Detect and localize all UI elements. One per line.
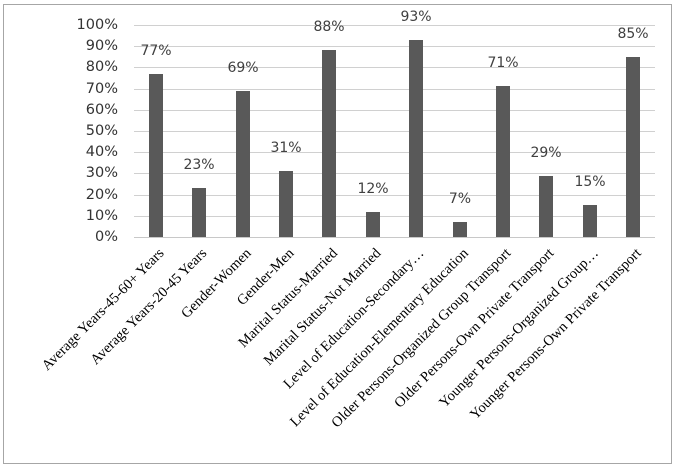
data-label: 93% — [400, 9, 432, 25]
y-tick-label: 20% — [85, 187, 118, 203]
y-tick-label: 60% — [85, 102, 118, 118]
y-tick-label: 50% — [85, 123, 118, 139]
gridline — [134, 110, 655, 111]
gridline — [134, 89, 655, 90]
data-label: 15% — [574, 174, 606, 190]
x-tick-label: Younger Persons-Organized Group… — [436, 245, 602, 411]
y-tick-label: 70% — [85, 81, 118, 97]
y-tick-label: 0% — [94, 229, 118, 245]
x-axis-line — [134, 237, 655, 238]
gridline — [134, 152, 655, 153]
gridline — [134, 173, 655, 174]
bar — [322, 50, 336, 237]
y-tick-label: 80% — [85, 59, 118, 75]
bar — [279, 171, 293, 237]
y-tick-label: 30% — [85, 165, 118, 181]
x-tick-label: Older Persons-Own Private Transport — [391, 245, 558, 412]
bar — [626, 57, 640, 237]
bar — [236, 91, 250, 237]
bar — [192, 188, 206, 237]
data-label: 7% — [448, 191, 472, 207]
y-tick-label: 100% — [76, 17, 118, 33]
bar — [539, 176, 553, 237]
bar — [583, 205, 597, 237]
chart-frame — [3, 4, 672, 464]
y-tick-label: 10% — [85, 208, 118, 224]
bar — [366, 212, 380, 237]
data-label: 77% — [140, 43, 172, 59]
gridline — [134, 67, 655, 68]
bar — [453, 222, 467, 237]
bar — [409, 40, 423, 237]
y-tick-label: 90% — [85, 38, 118, 54]
data-label: 88% — [313, 19, 345, 35]
data-label: 23% — [183, 157, 215, 173]
gridline — [134, 131, 655, 132]
data-label: 85% — [617, 26, 649, 42]
bar — [496, 86, 510, 237]
gridline — [134, 46, 655, 47]
data-label: 12% — [357, 181, 389, 197]
gridline — [134, 195, 655, 196]
bar — [149, 74, 163, 237]
data-label: 71% — [487, 55, 519, 71]
gridline — [134, 25, 655, 26]
data-label: 29% — [530, 145, 562, 161]
y-tick-label: 40% — [85, 144, 118, 160]
gridline — [134, 216, 655, 217]
data-label: 69% — [227, 60, 259, 76]
data-label: 31% — [270, 140, 302, 156]
